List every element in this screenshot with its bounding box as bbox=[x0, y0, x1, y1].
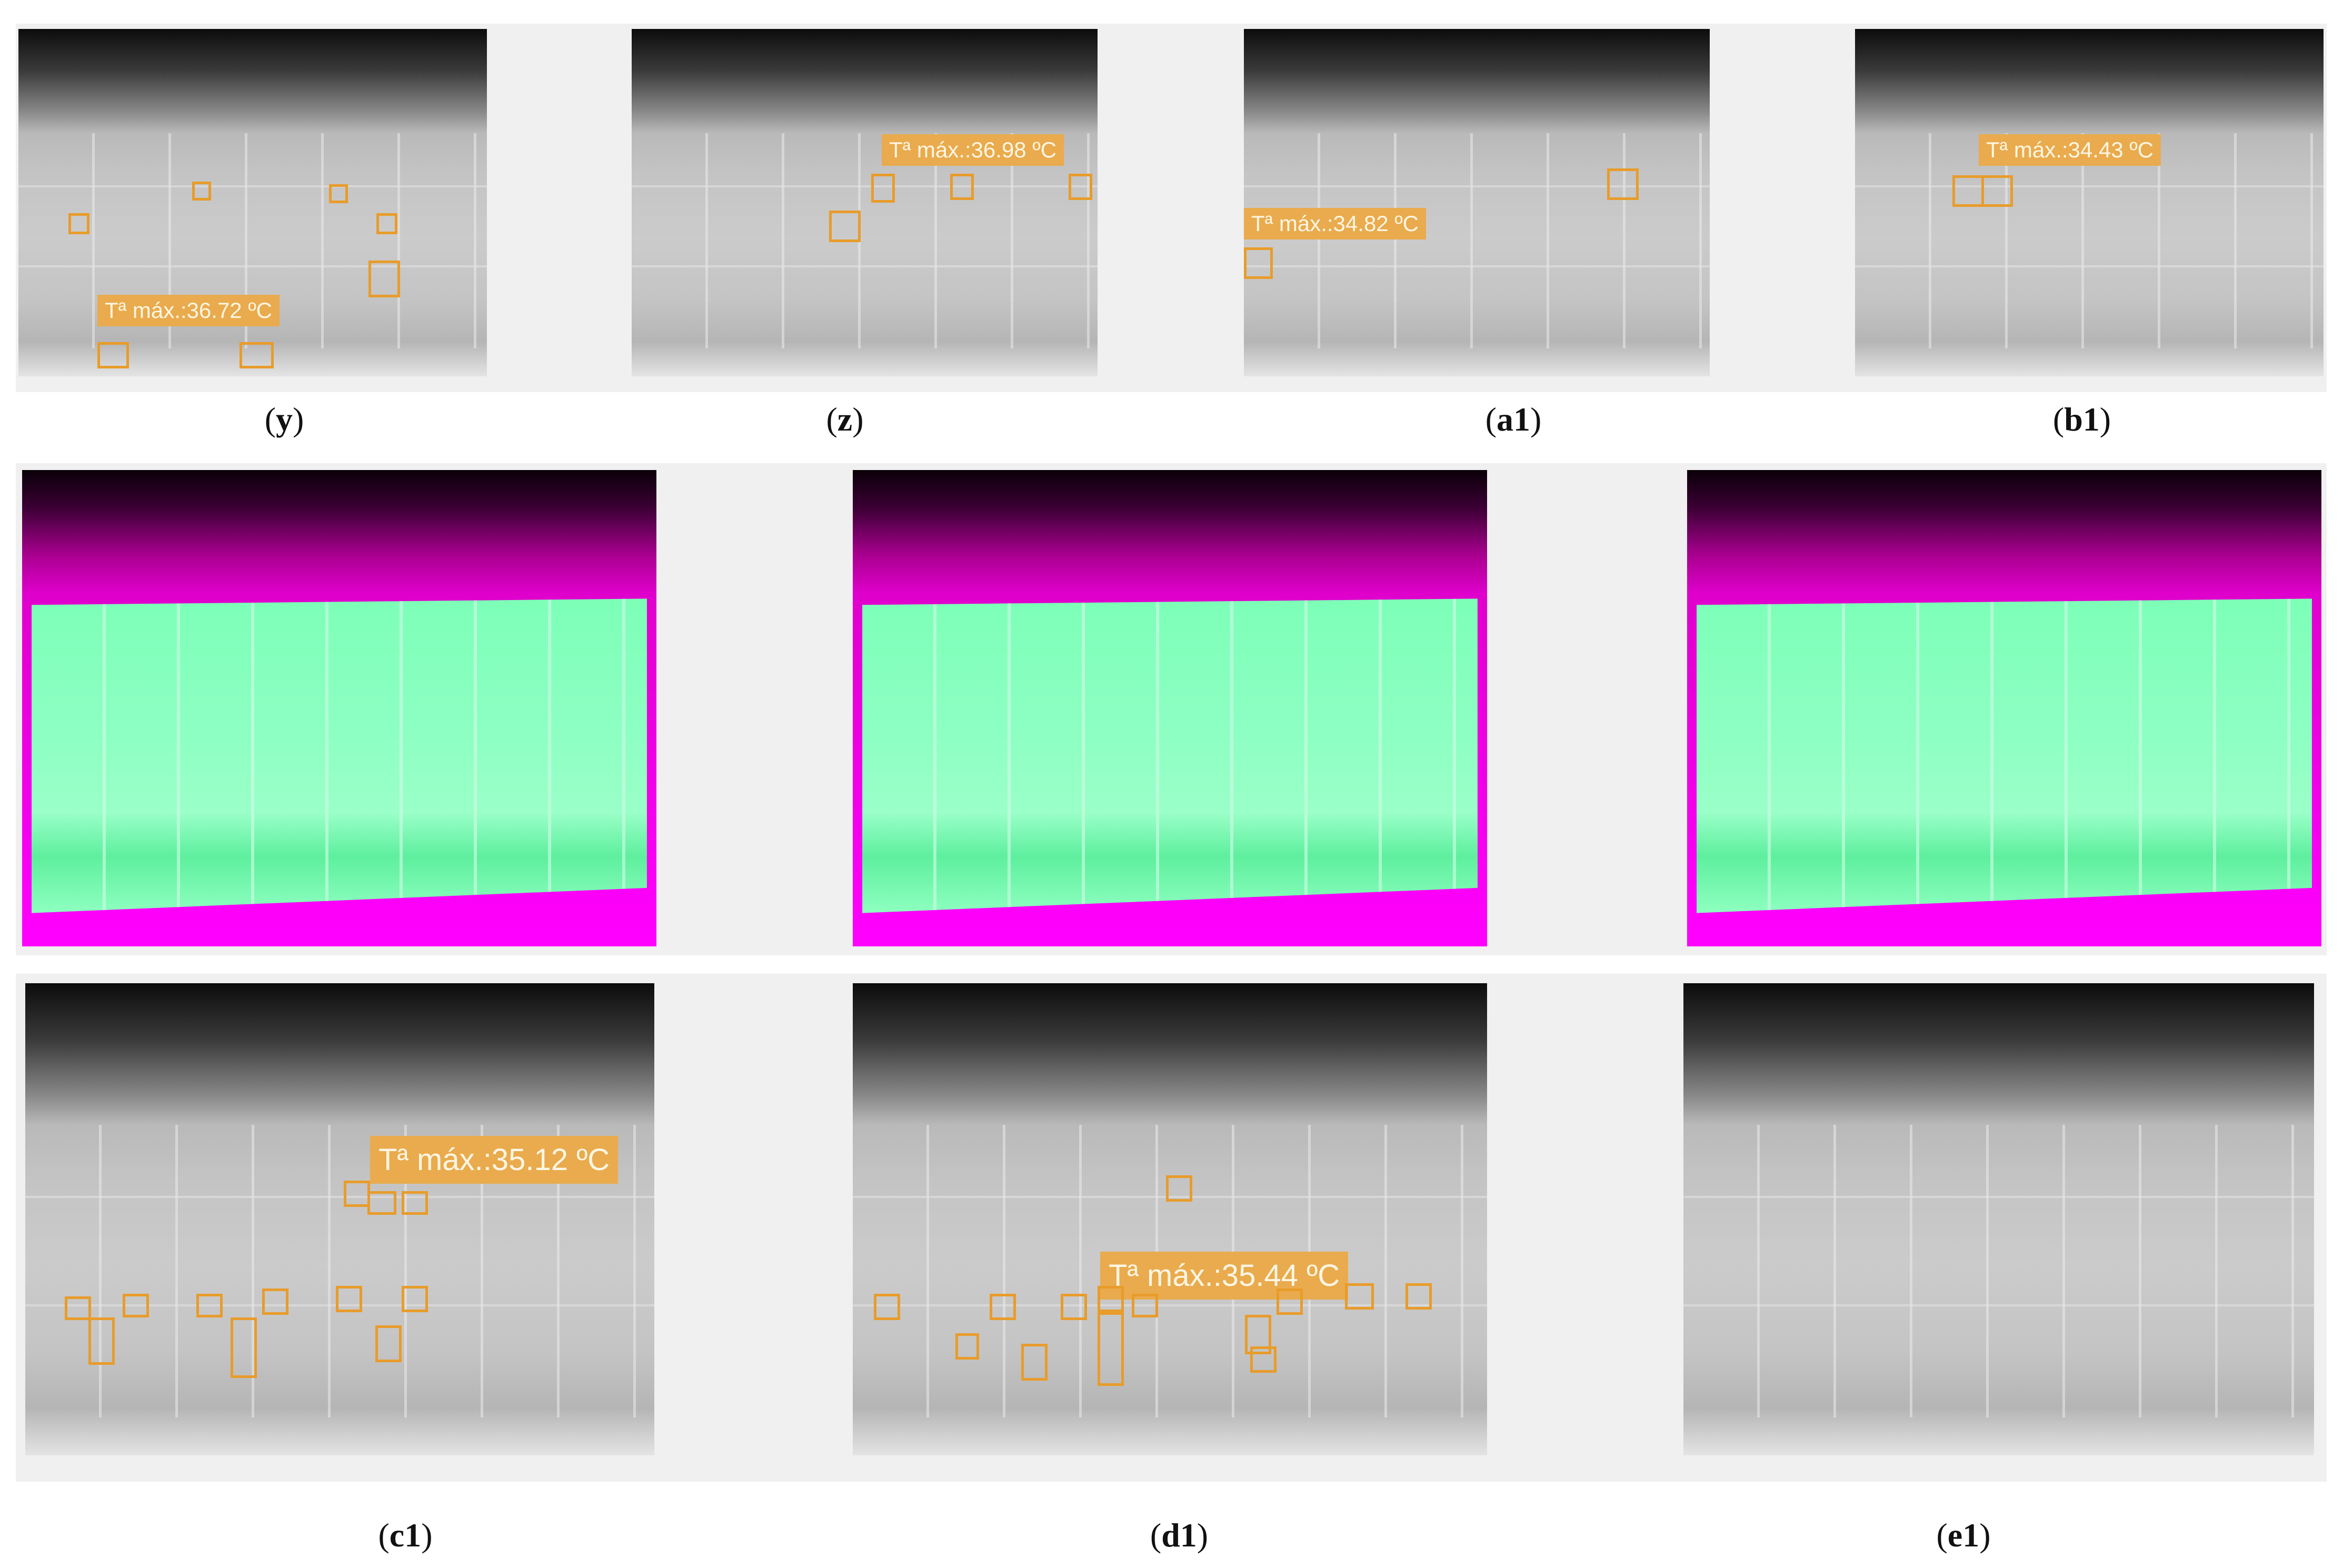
panel-grid bbox=[1244, 133, 1710, 349]
panel-row-line bbox=[1683, 1195, 2314, 1198]
hotspot-box bbox=[1345, 1283, 1374, 1310]
segmentation-image-e1 bbox=[1687, 470, 2321, 946]
max-temp-label: Tª máx.:34.43 ºC bbox=[1979, 134, 2161, 166]
hotspot-box bbox=[1250, 1346, 1277, 1373]
panel-row-line bbox=[1855, 185, 2324, 187]
segmentation-image-c1 bbox=[22, 470, 656, 946]
hotspot-box bbox=[1244, 247, 1273, 279]
max-temp-label: Tª máx.:35.12 ºC bbox=[370, 1136, 619, 1184]
hotspot-box bbox=[955, 1333, 979, 1360]
thermal-image-b1: Tª máx.:34.43 ºC bbox=[1855, 29, 2324, 376]
hotspot-box bbox=[829, 211, 861, 242]
segmented-panel-area bbox=[862, 598, 1478, 913]
hotspot-box bbox=[192, 182, 211, 201]
hotspot-box bbox=[68, 213, 89, 234]
segmentation-image-d1 bbox=[853, 470, 1487, 946]
max-temp-label: Tª máx.:36.72 ºC bbox=[97, 295, 280, 326]
thermal-image-z: Tª máx.:36.98 ºC bbox=[632, 29, 1098, 376]
caption-y: (y) bbox=[264, 401, 304, 438]
hotspot-box bbox=[1098, 1312, 1124, 1386]
hotspot-box bbox=[97, 342, 129, 368]
hotspot-box bbox=[329, 184, 348, 203]
hotspot-box bbox=[1981, 175, 2013, 207]
panel-row-line bbox=[1683, 1304, 2314, 1306]
caption-e1: (e1) bbox=[1936, 1516, 1991, 1554]
hotspot-box bbox=[88, 1317, 115, 1365]
panel-row-line bbox=[853, 1304, 1487, 1306]
hotspot-box bbox=[1245, 1315, 1271, 1354]
panel-row-line bbox=[853, 1195, 1487, 1198]
caption-b1: (b1) bbox=[2052, 401, 2111, 438]
hotspot-box bbox=[231, 1317, 257, 1378]
hotspot-box bbox=[1061, 1294, 1087, 1320]
thermal-image-c1: Tª máx.:35.12 ºC bbox=[25, 983, 654, 1455]
hotspot-box bbox=[1952, 175, 1984, 207]
panel-grid bbox=[632, 133, 1098, 349]
hotspot-box bbox=[871, 174, 895, 203]
hotspot-box bbox=[1098, 1286, 1124, 1312]
panel-row-line bbox=[18, 265, 487, 267]
hotspot-box bbox=[402, 1286, 428, 1312]
thermal-image-d1: Tª máx.:35.44 ºC bbox=[853, 983, 1487, 1455]
caption-d1: (d1) bbox=[1150, 1516, 1209, 1554]
hotspot-box bbox=[1132, 1294, 1158, 1317]
segmented-panel-area bbox=[1697, 598, 2312, 913]
panel-row-line bbox=[25, 1304, 654, 1306]
panel-row-line bbox=[1855, 265, 2324, 267]
segmented-panel-area bbox=[32, 598, 647, 913]
panel-row-line bbox=[632, 265, 1098, 267]
hotspot-box bbox=[376, 213, 397, 234]
panel-row-line bbox=[18, 185, 487, 187]
panel-row-line bbox=[25, 1195, 654, 1198]
hotspot-box bbox=[344, 1181, 370, 1207]
hotspot-box bbox=[1166, 1175, 1192, 1202]
hotspot-box bbox=[874, 1294, 900, 1320]
max-temp-label: Tª máx.:35.44 ºC bbox=[1100, 1252, 1349, 1300]
hotspot-box bbox=[240, 342, 274, 368]
hotspot-box bbox=[368, 261, 400, 297]
hotspot-box bbox=[336, 1286, 362, 1312]
panel-row-line bbox=[1244, 185, 1710, 187]
thermal-image-e1 bbox=[1683, 983, 2314, 1455]
hotspot-box bbox=[262, 1289, 288, 1315]
hotspot-box bbox=[196, 1294, 223, 1317]
panel-row-line bbox=[632, 185, 1098, 187]
panel-grid bbox=[1855, 133, 2324, 349]
max-temp-label: Tª máx.:34.82 ºC bbox=[1244, 208, 1426, 239]
caption-z: (z) bbox=[826, 401, 864, 438]
hotspot-box bbox=[1069, 174, 1092, 200]
panel-grid bbox=[1683, 1125, 2314, 1418]
panel-row-line bbox=[1244, 265, 1710, 267]
max-temp-label: Tª máx.:36.98 ºC bbox=[882, 134, 1064, 166]
hotspot-box bbox=[1277, 1289, 1303, 1315]
hotspot-box bbox=[402, 1191, 428, 1215]
caption-c1: (c1) bbox=[378, 1516, 433, 1554]
thermal-image-a1: Tª máx.:34.82 ºC bbox=[1244, 29, 1710, 376]
hotspot-box bbox=[1607, 168, 1639, 200]
hotspot-box bbox=[990, 1294, 1016, 1320]
thermal-image-y: Tª máx.:36.72 ºC bbox=[18, 29, 487, 376]
caption-a1: (a1) bbox=[1485, 401, 1542, 438]
hotspot-box bbox=[367, 1191, 396, 1215]
hotspot-box bbox=[1405, 1283, 1432, 1310]
hotspot-box bbox=[375, 1325, 402, 1362]
hotspot-box bbox=[1021, 1344, 1048, 1381]
hotspot-box bbox=[65, 1296, 91, 1320]
hotspot-box bbox=[950, 174, 974, 200]
hotspot-box bbox=[123, 1294, 149, 1317]
